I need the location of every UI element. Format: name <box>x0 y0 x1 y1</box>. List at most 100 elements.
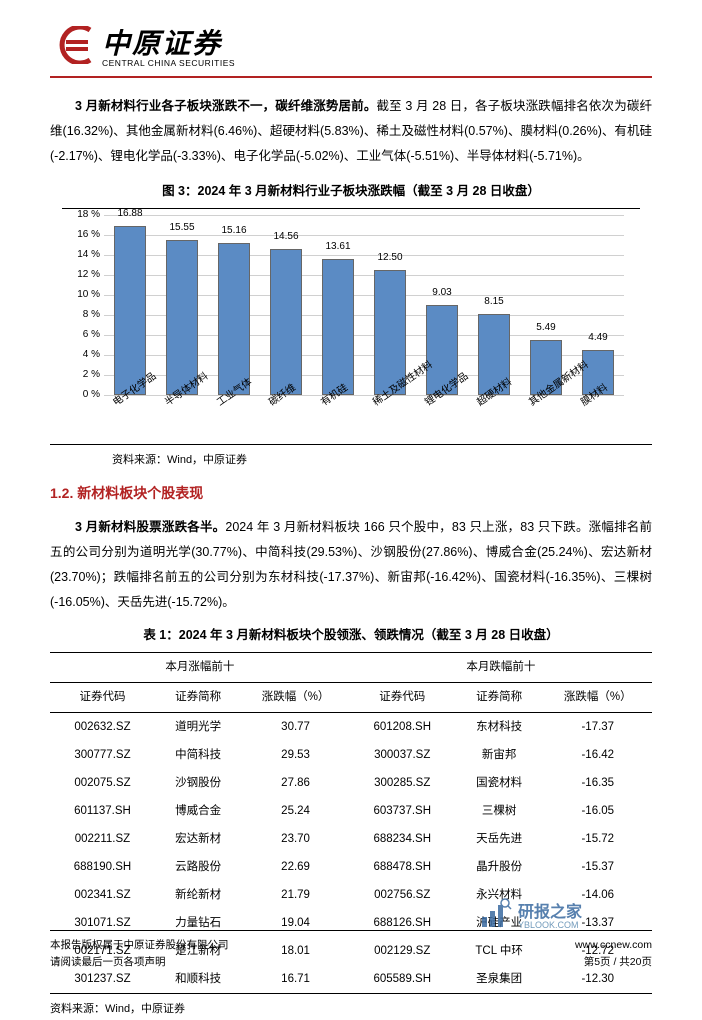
table-cell: 沙钢股份 <box>155 769 241 797</box>
y-tick-label: 4 % <box>83 345 100 365</box>
table-cell: 东材科技 <box>455 713 544 742</box>
table-cell: 22.69 <box>241 853 349 881</box>
table-cell: 300037.SZ <box>350 741 455 769</box>
company-name-cn: 中原证券 <box>102 22 235 62</box>
table-cell: 27.86 <box>241 769 349 797</box>
table-source: 资料来源：Wind，中原证券 <box>50 998 652 1020</box>
group-header-losers: 本月跌幅前十 <box>350 653 652 683</box>
bar <box>322 259 354 395</box>
column-header: 涨跌幅（%） <box>241 683 349 713</box>
bar-value-label: 15.55 <box>169 218 194 238</box>
bar <box>166 240 198 396</box>
y-tick-label: 2 % <box>83 365 100 385</box>
table-cell: 新宙邦 <box>455 741 544 769</box>
table-cell: 25.24 <box>241 797 349 825</box>
table-cell: 21.79 <box>241 881 349 909</box>
y-tick-label: 14 % <box>77 245 100 265</box>
table-cell: 道明光学 <box>155 713 241 742</box>
table-cell: 宏达新材 <box>155 825 241 853</box>
intro-paragraph: 3 月新材料行业各子板块涨跌不一，碳纤维涨势居前。截至 3 月 28 日，各子板… <box>50 94 652 169</box>
table-cell: -16.05 <box>544 797 652 825</box>
y-tick-label: 18 % <box>77 205 100 225</box>
table-cell: 晶升股份 <box>455 853 544 881</box>
watermark-text-block: 研报之家 YBLOOK.COM <box>518 898 582 930</box>
table-cell: 688190.SH <box>50 853 155 881</box>
table-cell: 三棵树 <box>455 797 544 825</box>
y-tick-label: 8 % <box>83 305 100 325</box>
footer-row-1: 本报告版权属于中原证券股份有限公司 www.ccnew.com <box>50 937 652 954</box>
watermark-text: 研报之家 <box>518 898 582 922</box>
watermark: 研报之家 YBLOOK.COM <box>478 897 582 931</box>
footer-copyright: 本报告版权属于中原证券股份有限公司 <box>50 937 229 954</box>
section-1-2-paragraph: 3 月新材料股票涨跌各半。2024 年 3 月新材料板块 166 只个股中，83… <box>50 515 652 615</box>
table-group-header-row: 本月涨幅前十 本月跌幅前十 <box>50 653 652 683</box>
table-title: 表 1：2024 年 3 月新材料板块个股领涨、领跌情况（截至 3 月 28 日… <box>50 623 652 648</box>
chart-source: 资料来源：Wind，中原证券 <box>112 449 652 471</box>
table-cell: 002075.SZ <box>50 769 155 797</box>
column-header: 证券简称 <box>455 683 544 713</box>
table-cell: 688234.SH <box>350 825 455 853</box>
table-cell: 29.53 <box>241 741 349 769</box>
bar-value-label: 4.49 <box>588 328 607 348</box>
table-cell: 002341.SZ <box>50 881 155 909</box>
table-cell: 688478.SH <box>350 853 455 881</box>
table-cell: 23.70 <box>241 825 349 853</box>
table-cell: 博威合金 <box>155 797 241 825</box>
bar <box>114 226 146 395</box>
table-row: 002632.SZ道明光学30.77601208.SH东材科技-17.37 <box>50 713 652 742</box>
table-cell: 601137.SH <box>50 797 155 825</box>
table-cell: 601208.SH <box>350 713 455 742</box>
bar-value-label: 5.49 <box>536 318 555 338</box>
page-header: 中原证券 CENTRAL CHINA SECURITIES <box>0 0 702 68</box>
logo-icon <box>50 26 94 64</box>
bar-value-label: 12.50 <box>377 248 402 268</box>
column-header: 证券代码 <box>50 683 155 713</box>
page-footer: 本报告版权属于中原证券股份有限公司 www.ccnew.com 请阅读最后一页各… <box>50 930 652 971</box>
table-cell: 30.77 <box>241 713 349 742</box>
column-header: 证券简称 <box>155 683 241 713</box>
column-header: 证券代码 <box>350 683 455 713</box>
bar-value-label: 16.88 <box>117 204 142 224</box>
table-cell: 天岳先进 <box>455 825 544 853</box>
footer-row-2: 请阅读最后一页各项声明 第5页 / 共20页 <box>50 954 652 971</box>
table-cell: -16.42 <box>544 741 652 769</box>
table-cell: -16.35 <box>544 769 652 797</box>
table-row: 688190.SH云路股份22.69688478.SH晶升股份-15.37 <box>50 853 652 881</box>
bar-value-label: 8.15 <box>484 292 503 312</box>
watermark-sub: YBLOOK.COM <box>518 920 582 930</box>
logo-text-block: 中原证券 CENTRAL CHINA SECURITIES <box>102 22 235 68</box>
y-tick-label: 0 % <box>83 385 100 405</box>
chart-plot-area: 16.8815.5515.1614.5613.6112.509.038.155.… <box>104 215 624 395</box>
bar-group: 15.16 <box>212 243 256 395</box>
y-tick-label: 10 % <box>77 285 100 305</box>
section-heading-1-2: 1.2. 新材料板块个股表现 <box>50 479 652 507</box>
bar-value-label: 13.61 <box>325 237 350 257</box>
table-cell: 300777.SZ <box>50 741 155 769</box>
table-row: 002075.SZ沙钢股份27.86300285.SZ国瓷材料-16.35 <box>50 769 652 797</box>
bar-group: 14.56 <box>264 249 308 395</box>
table-row: 002211.SZ宏达新材23.70688234.SH天岳先进-15.72 <box>50 825 652 853</box>
table-cell: 国瓷材料 <box>455 769 544 797</box>
bar-chart: 16.8815.5515.1614.5613.6112.509.038.155.… <box>62 208 640 444</box>
bar-value-label: 9.03 <box>432 283 451 303</box>
table-cell: -17.37 <box>544 713 652 742</box>
table-cell: 002756.SZ <box>350 881 455 909</box>
bar-group: 13.61 <box>316 259 360 395</box>
bar <box>270 249 302 395</box>
intro-bold: 3 月新材料行业各子板块涨跌不一，碳纤维涨势居前。 <box>75 99 376 113</box>
bars-row: 16.8815.5515.1614.5613.6112.509.038.155.… <box>104 215 624 395</box>
y-tick-label: 16 % <box>77 225 100 245</box>
group-header-gainers: 本月涨幅前十 <box>50 653 350 683</box>
table-cell: 002632.SZ <box>50 713 155 742</box>
chart-title: 图 3：2024 年 3 月新材料行业子板块涨跌幅（截至 3 月 28 日收盘） <box>50 179 652 204</box>
bar-value-label: 14.56 <box>273 227 298 247</box>
y-tick-label: 6 % <box>83 325 100 345</box>
table-cell: -15.37 <box>544 853 652 881</box>
footer-page: 第5页 / 共20页 <box>584 954 652 971</box>
table-cell: 新纶新材 <box>155 881 241 909</box>
footer-disclaimer: 请阅读最后一页各项声明 <box>50 954 166 971</box>
bar-group: 16.88 <box>108 226 152 395</box>
table-row: 300777.SZ中简科技29.53300037.SZ新宙邦-16.42 <box>50 741 652 769</box>
table-cell: 603737.SH <box>350 797 455 825</box>
chart-bottom-rule <box>50 444 652 445</box>
